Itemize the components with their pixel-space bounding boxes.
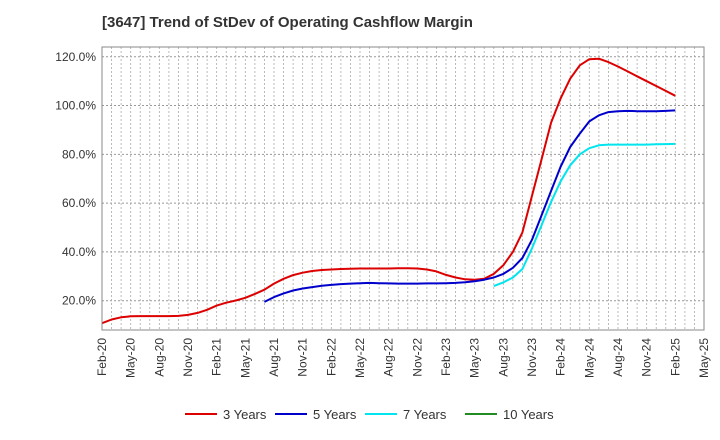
- x-tick-label: Aug-20: [152, 338, 166, 377]
- x-tick-label: Nov-20: [181, 338, 195, 377]
- y-tick-label: 80.0%: [62, 147, 96, 161]
- series-lines: [101, 57, 676, 325]
- x-tick-label: Aug-21: [267, 338, 281, 377]
- y-tick-label: 20.0%: [62, 294, 96, 308]
- series-line-3-years: [101, 57, 676, 325]
- x-tick-label: May-23: [468, 338, 482, 378]
- x-tick-label: May-20: [124, 338, 138, 378]
- y-tick-label: 60.0%: [62, 196, 96, 210]
- x-tick-label: Nov-22: [410, 338, 424, 377]
- x-tick-label: Nov-23: [525, 338, 539, 377]
- legend-label-7-years: 7 Years: [403, 407, 447, 422]
- y-tick-label: 40.0%: [62, 245, 96, 259]
- series-line-5-years: [263, 109, 676, 303]
- x-tick-label: May-24: [582, 338, 596, 378]
- x-tick-label: Feb-23: [439, 338, 453, 376]
- x-axis-ticks: Feb-20 May-20 Aug-20 Nov-20 Feb-21 May-21 Aug-…: [95, 338, 711, 378]
- x-tick-label: Feb-24: [554, 338, 568, 376]
- x-tick-label: May-22: [353, 338, 367, 378]
- y-axis-ticks: 20.0% 40.0% 60.0% 80.0% 100.0% 120.0%: [55, 50, 96, 308]
- legend: 3 Years 5 Years 7 Years 10 Years: [185, 407, 554, 422]
- x-tick-label: Nov-24: [640, 338, 654, 377]
- legend-label-10-years: 10 Years: [503, 407, 554, 422]
- y-tick-label: 100.0%: [55, 99, 96, 113]
- grid: [101, 47, 705, 330]
- x-tick-label: Nov-21: [296, 338, 310, 377]
- x-tick-label: Feb-21: [210, 338, 224, 376]
- series-line-7-years: [493, 142, 676, 288]
- x-tick-label: Aug-24: [611, 338, 625, 377]
- x-tick-label: May-21: [238, 338, 252, 378]
- y-tick-label: 120.0%: [55, 50, 96, 64]
- x-tick-label: Feb-22: [324, 338, 338, 376]
- legend-label-3-years: 3 Years: [223, 407, 267, 422]
- x-tick-label: Aug-23: [496, 338, 510, 377]
- legend-label-5-years: 5 Years: [313, 407, 357, 422]
- plot-frame: [101, 46, 705, 331]
- x-tick-label: Feb-25: [668, 338, 682, 376]
- x-tick-label: Aug-22: [382, 338, 396, 377]
- x-tick-label: Feb-20: [95, 338, 109, 376]
- x-tick-label: May-25: [697, 338, 711, 378]
- chart-title: [3647] Trend of StDev of Operating Cashf…: [102, 14, 473, 31]
